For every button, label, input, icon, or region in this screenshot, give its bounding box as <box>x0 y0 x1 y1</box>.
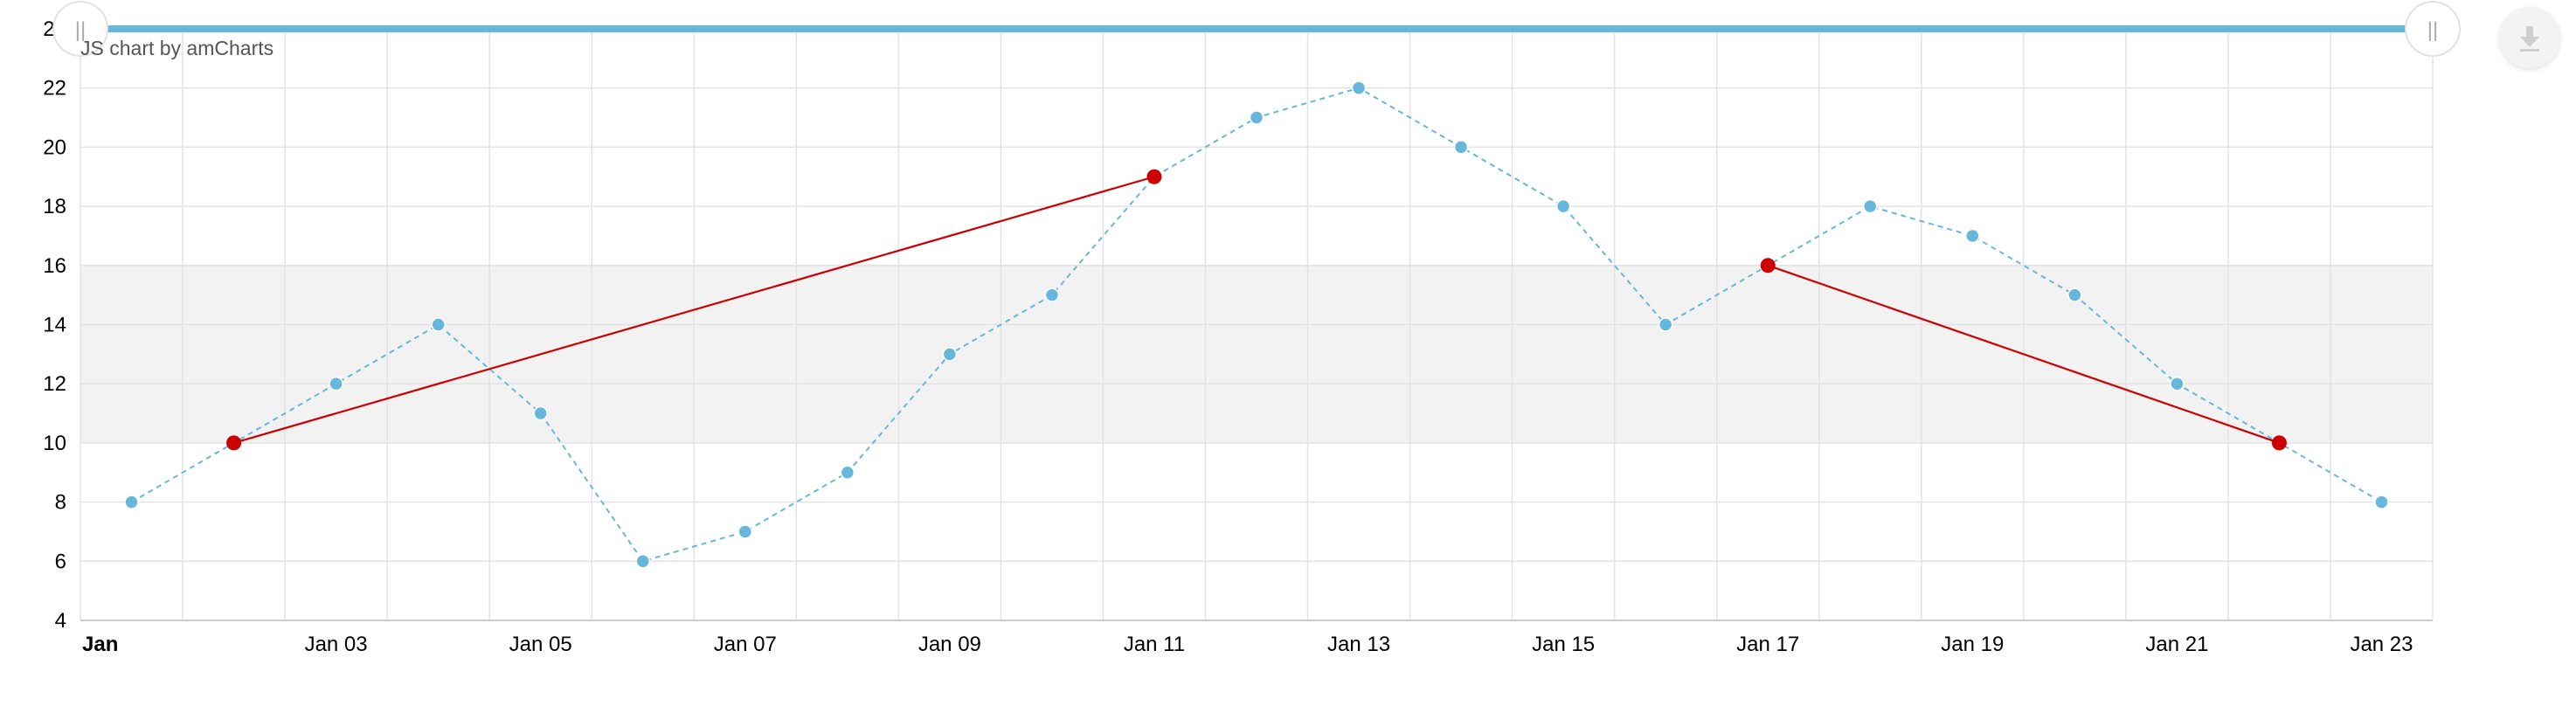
data-point[interactable] <box>1044 287 1060 302</box>
scrollbar-end-grip[interactable]: || <box>2405 1 2461 57</box>
y-tick-label: 8 <box>55 491 66 515</box>
data-point[interactable] <box>1863 198 1878 214</box>
data-point[interactable] <box>2067 287 2082 302</box>
data-point[interactable] <box>1351 80 1367 95</box>
x-tick-label: Jan 11 <box>1124 633 1185 656</box>
x-tick-label: Jan 23 <box>2350 633 2413 656</box>
data-point[interactable] <box>1249 110 1264 125</box>
credit-label[interactable]: JS chart by amCharts <box>80 37 274 59</box>
data-point[interactable] <box>1555 198 1571 214</box>
y-tick-label: 20 <box>43 135 66 159</box>
download-icon <box>2520 26 2539 52</box>
data-point[interactable] <box>329 376 343 391</box>
data-point[interactable] <box>431 317 446 332</box>
data-points <box>124 80 2389 569</box>
data-point[interactable] <box>635 554 650 569</box>
x-tick-label: Jan 15 <box>1532 633 1595 656</box>
data-point[interactable] <box>1453 140 1469 155</box>
highlight-point[interactable] <box>1760 258 1776 273</box>
guide-range-band <box>80 265 2433 443</box>
highlight-point[interactable] <box>1146 169 1162 184</box>
y-tick-label: 18 <box>43 195 66 218</box>
scrollbar-start-grip-circle[interactable] <box>52 1 108 57</box>
x-tick-label: Jan 21 <box>2145 633 2208 656</box>
y-tick-label: 6 <box>55 550 66 573</box>
y-tick-label: 14 <box>43 314 66 337</box>
x-tick-label: Jan <box>82 633 118 656</box>
series-line-2 <box>233 176 1155 444</box>
scrollbar-thumb[interactable] <box>80 25 2433 32</box>
data-point[interactable] <box>124 495 139 509</box>
x-tick-label: Jan 03 <box>305 633 368 656</box>
download-button[interactable] <box>2499 7 2560 68</box>
series-line-3 <box>1767 264 2280 444</box>
data-point[interactable] <box>737 524 753 539</box>
y-tick-label: 10 <box>43 432 66 455</box>
y-tick-label: 16 <box>43 254 66 278</box>
scrollbar-start-grip[interactable]: || <box>52 1 108 57</box>
data-point[interactable] <box>533 405 548 421</box>
x-tick-label: Jan 19 <box>1941 633 2004 656</box>
data-point[interactable] <box>942 347 958 362</box>
data-point[interactable] <box>2170 376 2185 391</box>
scrollbar-end-grip-circle[interactable] <box>2405 1 2461 57</box>
data-point[interactable] <box>1658 317 1673 332</box>
x-tick-label: Jan 07 <box>714 633 777 656</box>
y-tick-label: 12 <box>43 372 66 396</box>
x-tick-label: Jan 17 <box>1736 633 1799 656</box>
scrollbar[interactable]: || || <box>52 1 2461 57</box>
highlight-point[interactable] <box>226 435 242 451</box>
data-point[interactable] <box>2374 495 2389 509</box>
data-point[interactable] <box>1965 228 1980 244</box>
data-point[interactable] <box>840 465 855 480</box>
y-tick-label: 4 <box>55 609 66 633</box>
scrollbar-start-grip-label: || <box>75 18 86 42</box>
scrollbar-end-grip-label: || <box>2427 18 2438 42</box>
x-tick-label: Jan 05 <box>509 633 572 656</box>
x-tick-label: Jan 09 <box>918 633 981 656</box>
highlight-point[interactable] <box>2271 435 2287 451</box>
x-tick-label: Jan 13 <box>1327 633 1390 656</box>
y-tick-label: 22 <box>43 77 66 100</box>
